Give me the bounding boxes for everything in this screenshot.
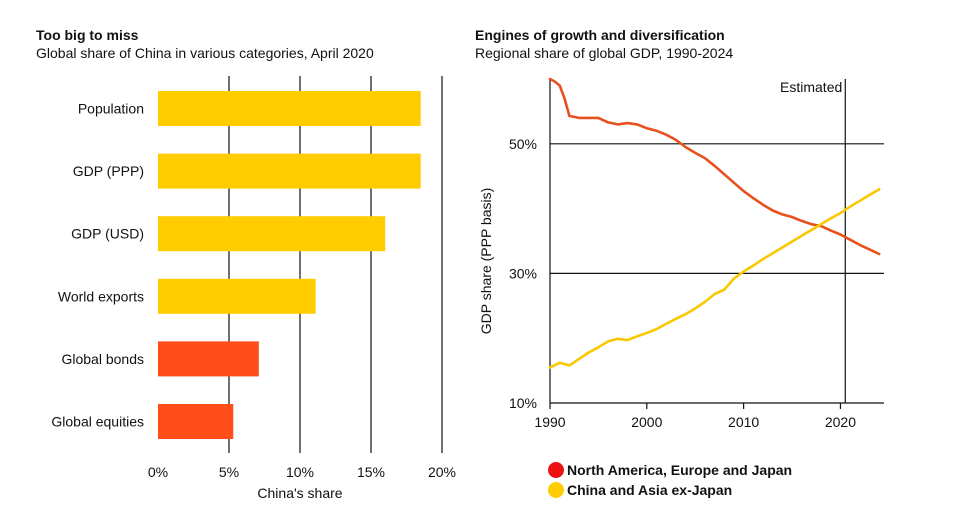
legend-item-developed: North America, Europe and Japan: [548, 462, 792, 478]
left-chart-title: Too big to miss: [36, 27, 139, 43]
bar-global-equities: [158, 404, 234, 439]
left-category-label: World exports: [58, 288, 144, 304]
legend-swatch-yellow: [548, 482, 564, 498]
left-category-label: GDP (USD): [71, 226, 144, 242]
bar-gdp-ppp-: [158, 153, 421, 189]
left-category-label: Global bonds: [61, 351, 144, 367]
left-x-axis-title: China's share: [257, 485, 342, 501]
right-y-tick-label: 50%: [509, 136, 537, 152]
left-chart-subtitle: Global share of China in various categor…: [36, 45, 374, 61]
left-category-label: Population: [78, 101, 144, 117]
bar-gdp-usd-: [158, 216, 386, 252]
right-y-tick-label: 30%: [509, 265, 537, 281]
right-x-tick-label: 2020: [825, 414, 856, 430]
legend-swatch-red: [548, 462, 564, 478]
left-x-tick-label: 15%: [357, 464, 385, 480]
left-x-tick-label: 0%: [148, 464, 168, 480]
right-x-tick-label: 2010: [728, 414, 759, 430]
right-x-tick-label: 1990: [534, 414, 565, 430]
estimated-annotation: Estimated: [780, 79, 842, 95]
bar-global-bonds: [158, 341, 259, 377]
right-x-tick-label: 2000: [631, 414, 662, 430]
legend-item-asia: China and Asia ex-Japan: [548, 482, 732, 498]
right-y-tick-label: 10%: [509, 395, 537, 411]
left-x-tick-label: 10%: [286, 464, 314, 480]
right-y-axis-title: GDP share (PPP basis): [478, 188, 494, 335]
series-line-developed: [548, 77, 881, 256]
legend-label-developed: North America, Europe and Japan: [567, 462, 793, 478]
bar-population: [158, 91, 421, 126]
bar-world-exports: [158, 278, 316, 314]
left-x-tick-label: 20%: [428, 464, 456, 480]
left-category-label: Global equities: [51, 414, 144, 430]
left-x-tick-label: 5%: [219, 464, 239, 480]
legend-label-asia: China and Asia ex-Japan: [567, 482, 733, 498]
series-line-asia: [548, 187, 881, 369]
right-chart-title: Engines of growth and diversification: [475, 27, 725, 43]
right-chart-subtitle: Regional share of global GDP, 1990-2024: [475, 45, 734, 61]
left-category-label: GDP (PPP): [73, 163, 144, 179]
